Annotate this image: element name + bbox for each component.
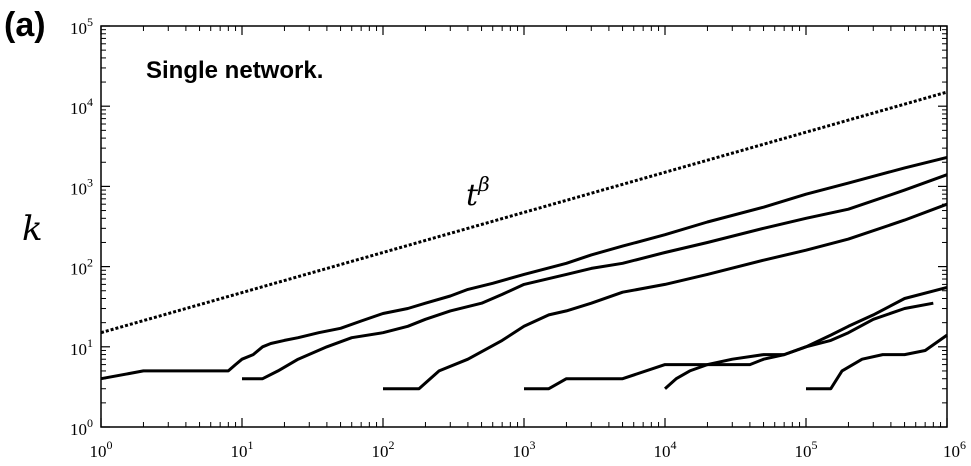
plot-frame	[100, 25, 948, 428]
x-tick-label-exponent: 0	[107, 438, 113, 452]
x-tick-label-exponent: 6	[960, 438, 966, 452]
y-tick-label: 102	[70, 256, 93, 279]
reference-line-label: tβ	[466, 172, 490, 213]
y-tick-label: 103	[70, 175, 93, 198]
x-tick-label: 103	[513, 438, 536, 461]
axis-ticks	[100, 25, 948, 428]
series-line-1	[100, 155, 948, 381]
x-tick-label-base: 10	[90, 442, 107, 461]
y-tick-label-exponent: 2	[87, 256, 93, 270]
x-tick-label-exponent: 3	[530, 438, 536, 452]
y-axis-label: k	[22, 209, 43, 249]
x-tick-label-exponent: 2	[389, 438, 395, 452]
y-tick-label: 105	[70, 15, 93, 38]
y-tick-label-base: 10	[70, 99, 87, 118]
x-tick-label: 105	[795, 438, 818, 461]
x-tick-label: 100	[90, 438, 113, 461]
y-tick-label-exponent: 3	[87, 175, 93, 189]
annotation-label: Single network.	[146, 57, 323, 84]
y-tick-label-base: 10	[70, 420, 87, 439]
x-tick-label-base: 10	[795, 442, 812, 461]
x-tick-label-exponent: 4	[671, 438, 677, 452]
x-tick-label: 102	[372, 438, 395, 461]
reference-line-label-exponent: β	[477, 172, 490, 196]
series-line-3	[383, 202, 948, 391]
x-tick-label-base: 10	[231, 442, 248, 461]
x-tick-label-exponent: 5	[812, 438, 818, 452]
reference-line	[100, 90, 948, 335]
series-line-6	[806, 333, 948, 391]
y-tick-label-base: 10	[70, 260, 87, 279]
reference-line-label-base: t	[466, 178, 479, 213]
y-tick-label: 104	[70, 95, 93, 118]
x-tick-label-base: 10	[654, 442, 671, 461]
x-tick-label-base: 10	[513, 442, 530, 461]
series-line-4	[524, 285, 948, 391]
y-tick-label-exponent: 0	[87, 416, 93, 430]
x-tick-label: 106	[943, 438, 966, 461]
x-tick-label: 104	[654, 438, 677, 461]
series-line-5	[664, 301, 934, 390]
y-tick-label-base: 10	[70, 179, 87, 198]
y-tick-label-exponent: 4	[87, 95, 93, 109]
x-tick-label-base: 10	[372, 442, 389, 461]
y-tick-label-exponent: 5	[87, 15, 93, 29]
panel-label: (a)	[4, 6, 46, 44]
series-group	[100, 155, 948, 391]
x-tick-label: 101	[231, 438, 254, 461]
x-tick-label-base: 10	[943, 442, 960, 461]
y-tick-label-exponent: 1	[87, 336, 93, 350]
y-tick-label: 100	[70, 416, 93, 439]
series-line-2	[242, 173, 948, 381]
y-tick-label: 101	[70, 336, 93, 359]
y-tick-label-base: 10	[70, 19, 87, 38]
y-tick-label-base: 10	[70, 340, 87, 359]
x-tick-label-exponent: 1	[248, 438, 254, 452]
